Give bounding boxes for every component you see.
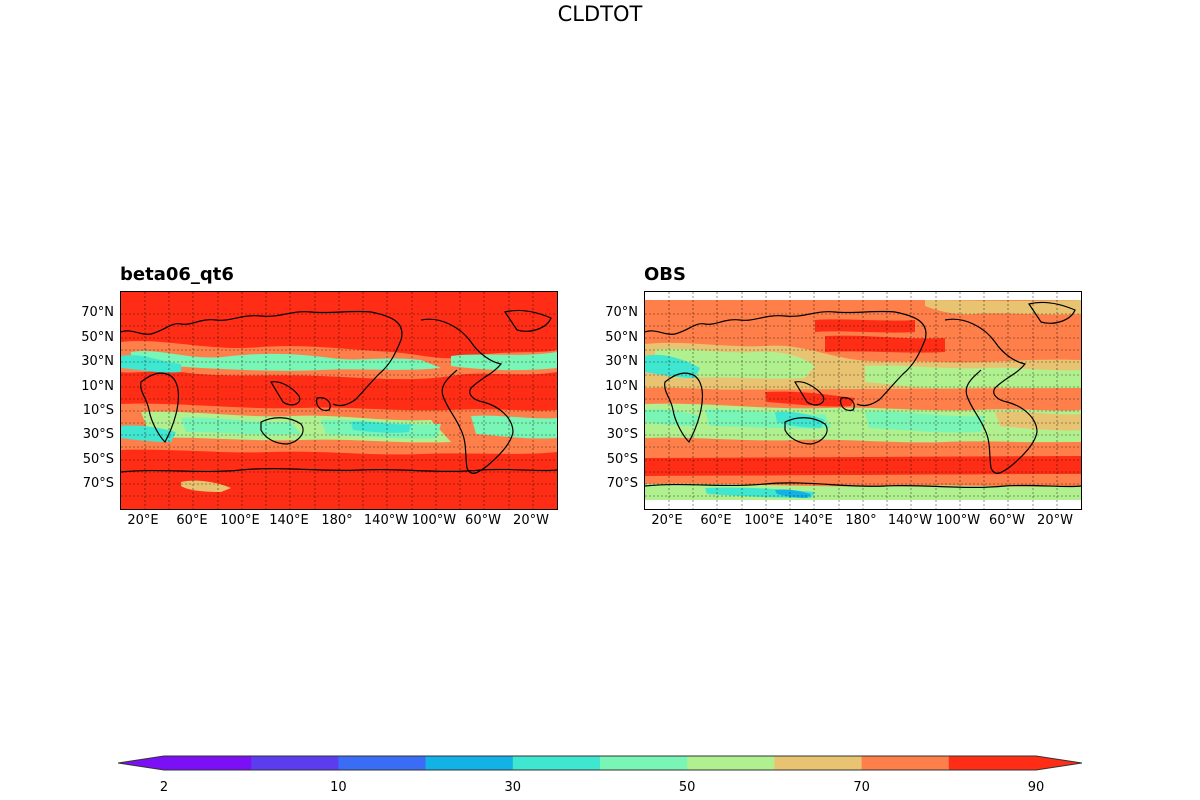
colorbar-segment	[687, 756, 775, 770]
lat-tick: 50°N	[81, 330, 114, 345]
colorbar-tick-label: 30	[504, 780, 522, 795]
colorbar-segment	[164, 756, 252, 770]
colorbar-tick-label: 2	[159, 780, 169, 795]
colorbar-segment	[948, 756, 1037, 770]
lat-tick: 70°S	[82, 476, 114, 491]
lon-tick: 140°W	[887, 513, 933, 528]
lon-tick: 100°W	[411, 513, 457, 528]
lat-tick: 10°N	[81, 379, 114, 394]
colorbar-bar	[117, 755, 1083, 771]
lat-tick: 50°N	[605, 330, 638, 345]
map-field-obs	[645, 292, 1081, 509]
colorbar-segment	[861, 756, 950, 770]
lat-tick: 30°N	[81, 354, 114, 369]
panel-obs: OBS	[605, 264, 1084, 534]
map-field-model	[121, 292, 557, 509]
lon-tick: 140°E	[269, 513, 309, 528]
lat-tick: 10°N	[605, 379, 638, 394]
lat-tick: 50°S	[606, 452, 638, 467]
lon-tick: 180°	[845, 513, 877, 528]
lat-tick: 30°S	[82, 427, 114, 442]
figure-title: CLDTOT	[557, 2, 643, 26]
colorbar-segment	[425, 756, 514, 770]
lat-tick: 70°N	[605, 305, 638, 320]
lat-tick: 10°S	[606, 403, 638, 418]
lon-tick: 20°E	[651, 513, 683, 528]
map-obs	[644, 291, 1082, 510]
panel-title: beta06_qt6	[120, 264, 234, 285]
map-beta06-qt6	[120, 291, 558, 510]
lat-tick: 30°S	[606, 427, 638, 442]
lon-tick: 140°E	[793, 513, 833, 528]
lon-tick: 20°W	[1037, 513, 1073, 528]
colorbar-segment	[600, 756, 688, 770]
colorbar-tick-label: 70	[853, 780, 870, 795]
colorbar-segment	[338, 756, 427, 770]
lon-tick: 100°E	[744, 513, 784, 528]
lat-tick: 30°N	[605, 354, 638, 369]
lon-tick: 60°E	[700, 513, 732, 528]
lat-tick: 70°N	[81, 305, 114, 320]
colorbar-extend-high	[1036, 756, 1082, 770]
colorbar-tick-label: 50	[678, 780, 696, 795]
lon-tick: 100°E	[220, 513, 260, 528]
colorbar-tick-label: 90	[1027, 780, 1045, 795]
lon-tick: 60°W	[989, 513, 1025, 528]
lon-tick: 20°E	[127, 513, 159, 528]
lon-tick: 100°W	[935, 513, 981, 528]
lon-tick: 60°W	[465, 513, 501, 528]
colorbar-tick-label: 10	[330, 780, 347, 795]
colorbar: 2 10 30 50 70 90	[117, 754, 1083, 795]
lon-tick: 140°W	[363, 513, 409, 528]
colorbar-segment	[774, 756, 863, 770]
colorbar-extend-low	[118, 756, 164, 770]
lon-tick: 60°E	[176, 513, 208, 528]
colorbar-segment	[512, 756, 601, 770]
lon-tick: 180°	[321, 513, 353, 528]
lat-tick: 10°S	[82, 403, 114, 418]
lat-tick: 50°S	[82, 452, 114, 467]
lon-tick: 20°W	[513, 513, 549, 528]
lat-tick: 70°S	[606, 476, 638, 491]
colorbar-segment	[251, 756, 339, 770]
panel-beta06-qt6: beta06_qt6	[81, 264, 560, 534]
panel-title: OBS	[644, 264, 686, 285]
